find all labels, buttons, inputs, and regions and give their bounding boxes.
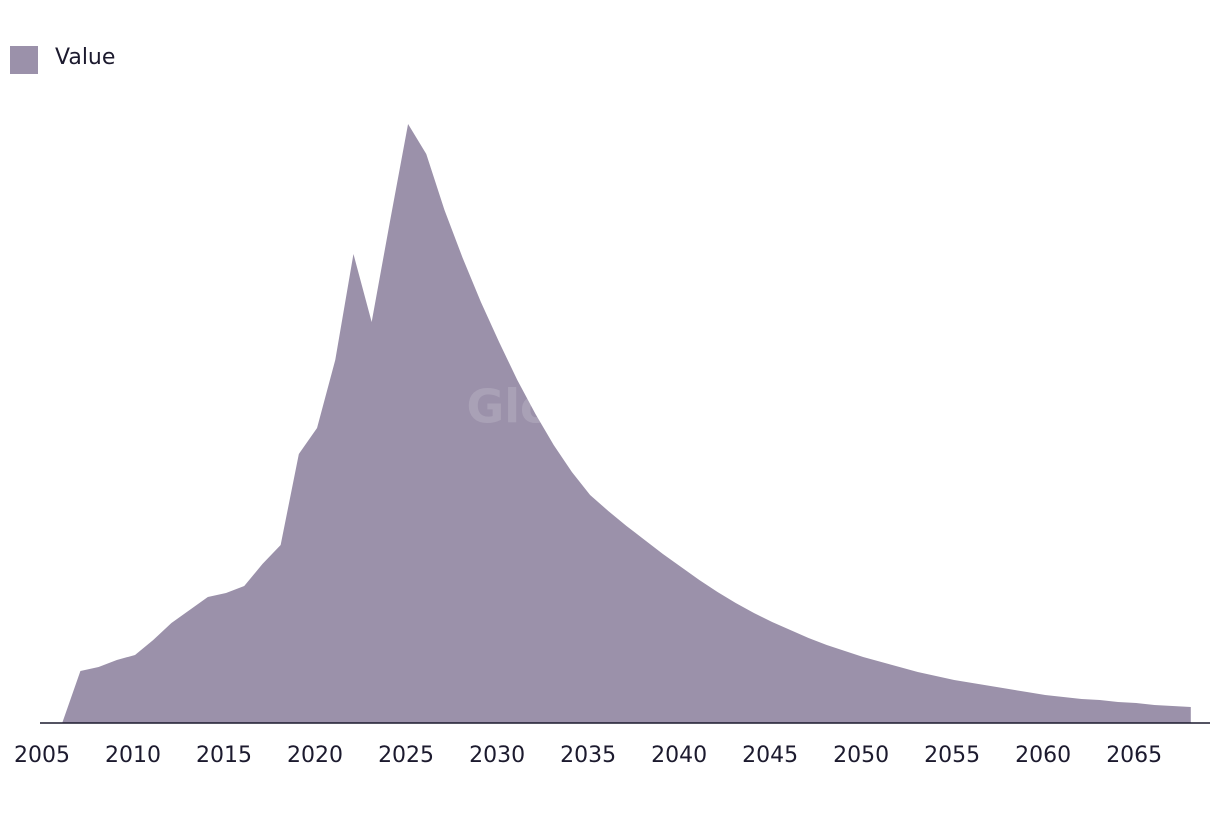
area (62, 124, 1191, 723)
x-tick-label: 2055 (924, 743, 980, 768)
x-tick-label: 2005 (14, 743, 70, 768)
x-tick-label: 2065 (1106, 743, 1162, 768)
legend-swatch (10, 46, 38, 74)
x-tick-label: 2035 (560, 743, 616, 768)
x-tick-label: 2025 (378, 743, 434, 768)
x-tick-label: 2030 (469, 743, 525, 768)
x-tick-label: 2010 (105, 743, 161, 768)
watermark: GlobalData (466, 380, 753, 434)
x-tick-label: 2040 (651, 743, 707, 768)
legend-label: Value (55, 45, 115, 70)
x-tick-label: 2045 (742, 743, 798, 768)
x-tick-label: 2060 (1015, 743, 1071, 768)
x-tick-label: 2015 (196, 743, 252, 768)
x-tick-label: 2020 (287, 743, 343, 768)
x-tick-label: 2050 (833, 743, 889, 768)
